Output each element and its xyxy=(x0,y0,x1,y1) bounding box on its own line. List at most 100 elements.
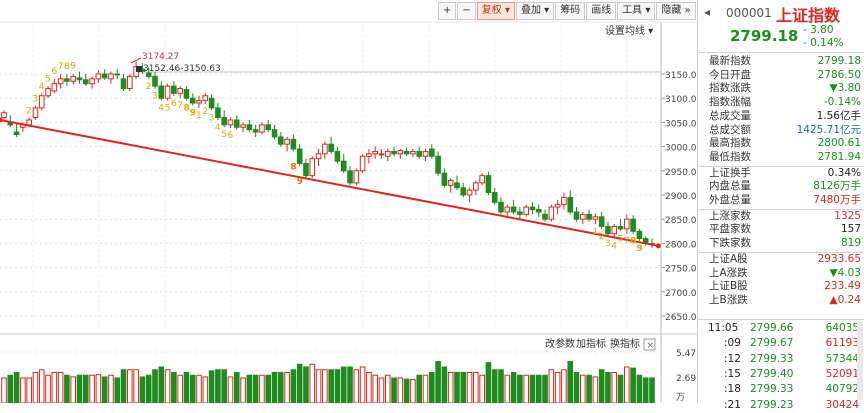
candle-body xyxy=(473,182,479,191)
adjust-price-button[interactable]: 复权 ▾ xyxy=(476,2,515,20)
volume-bar xyxy=(598,369,605,404)
trend-handle[interactable] xyxy=(655,243,661,249)
chips-button[interactable]: 筹码 xyxy=(555,2,586,20)
stat-value: ▼3.80 xyxy=(829,82,861,95)
nine-turn-label: 3 xyxy=(605,239,611,249)
candle-body xyxy=(567,196,574,213)
trend-handle[interactable] xyxy=(0,117,3,123)
tick-price: 2799.66 xyxy=(750,322,794,334)
volume-bar xyxy=(359,366,366,404)
candle-body xyxy=(605,225,611,235)
candle-body xyxy=(542,213,548,220)
stat-value: 2933.65 xyxy=(817,252,861,265)
candle-body xyxy=(485,175,492,194)
volume-bar xyxy=(284,372,290,404)
candle-body xyxy=(554,204,561,208)
stat-value: 1.56亿手 xyxy=(816,109,861,122)
volume-bar xyxy=(542,374,548,404)
tick-price: 2799.67 xyxy=(750,337,794,350)
tick-row: :09 2799.67 61193 xyxy=(698,336,864,351)
price-tick-label: 2850.00 xyxy=(665,216,697,226)
candle-body xyxy=(57,78,64,85)
add-indicator-button[interactable]: 加指标 xyxy=(576,337,606,350)
range-marker xyxy=(136,66,142,72)
volume-bar xyxy=(617,374,624,404)
volume-bar xyxy=(152,369,158,404)
volume-bar xyxy=(196,374,202,404)
tick-scrollbar[interactable] xyxy=(857,322,863,400)
nine-turn-label: 1 xyxy=(592,227,598,237)
stat-row: 指数涨幅 -0.14% xyxy=(698,96,864,110)
volume-bar xyxy=(485,362,492,404)
candle-body xyxy=(309,158,316,177)
ma-setting-link[interactable]: 设置均线 ▾ xyxy=(605,24,653,37)
volume-bar xyxy=(340,366,347,404)
volume-bar xyxy=(366,372,372,404)
candle-body xyxy=(378,153,385,156)
nine-turn-label: 8 xyxy=(630,237,636,247)
stat-row: 指数涨跌 ▼3.80 xyxy=(698,82,864,96)
divider xyxy=(698,165,864,167)
stat-value: 2800.61 xyxy=(817,137,861,150)
tools-button[interactable]: 工具 ▾ xyxy=(617,2,656,20)
tick-time: :15 xyxy=(724,367,741,380)
stat-label: 最低指数 xyxy=(709,150,751,163)
change-params-button[interactable]: 改参数 xyxy=(545,337,575,350)
high-price-label: 3174.27 xyxy=(142,52,179,62)
kline-chart[interactable]: 3150.00 3100.00 3050.00 3000.00 2950.00 2900.… xyxy=(0,0,702,404)
volume-bar xyxy=(296,363,303,404)
tick-row: :18 2799.33 40792 xyxy=(698,382,864,397)
stat-row: 下跌家数 819 xyxy=(698,237,864,251)
stat-label: 上B涨跌 xyxy=(709,293,748,306)
tick-time: 11:05 xyxy=(708,322,739,334)
switch-indicator-button[interactable]: 换指标 xyxy=(610,337,640,350)
nine-turn-label: 7 xyxy=(624,237,630,247)
volume-bar xyxy=(491,369,498,404)
close-volume-panel-button[interactable] xyxy=(643,338,656,351)
candle-body xyxy=(561,196,567,206)
candle-body xyxy=(573,211,580,220)
kline-chart-area[interactable]: 3150.00 3100.00 3050.00 3000.00 2950.00 2900.… xyxy=(0,0,702,404)
tick-price: 2799.40 xyxy=(750,367,794,380)
candle-body xyxy=(171,85,177,94)
nine-turn-label: 7 xyxy=(177,101,183,111)
volume-bar xyxy=(447,372,454,404)
stat-row: 上B涨跌 ▲0.24 xyxy=(698,294,864,308)
tick-row: :12 2799.33 57344 xyxy=(698,352,864,367)
volume-bar xyxy=(567,361,574,404)
volume-bar xyxy=(322,369,328,404)
price-tick-label: 2700.00 xyxy=(665,289,697,299)
volume-bar xyxy=(108,374,114,404)
tick-volume: 30424 xyxy=(825,398,859,411)
volume-bar xyxy=(290,369,297,404)
collapse-left-icon[interactable]: ◂ xyxy=(704,5,711,19)
candle-body xyxy=(347,170,353,184)
nine-turn-label: 2 xyxy=(26,107,32,117)
stat-value: ▲0.24 xyxy=(829,293,861,306)
candle-body xyxy=(114,73,121,76)
overlay-button[interactable]: 叠加 ▾ xyxy=(515,2,555,20)
draw-line-button[interactable]: 画线 xyxy=(586,2,617,20)
volume-bar xyxy=(529,374,536,404)
divider xyxy=(698,251,864,253)
volume-bar xyxy=(13,372,20,404)
candle-body xyxy=(26,119,32,126)
price-tick-label: 2900.00 xyxy=(665,192,697,202)
hide-button[interactable]: 隐藏 » xyxy=(656,2,696,20)
candle-body xyxy=(233,119,240,128)
tick-volume: 40792 xyxy=(825,383,859,396)
candle-body xyxy=(466,189,473,196)
stat-value: 2799.18 xyxy=(817,55,861,67)
volume-bar xyxy=(535,374,542,404)
tick-price: 2799.23 xyxy=(750,398,794,411)
volume-bar xyxy=(510,372,517,404)
zoom-in-button[interactable]: + xyxy=(438,2,457,20)
candle-body xyxy=(611,225,618,235)
candle-body xyxy=(510,206,517,213)
trend-line[interactable] xyxy=(0,118,659,247)
candle-body xyxy=(227,119,234,126)
volume-bar xyxy=(579,374,586,404)
zoom-out-button[interactable]: − xyxy=(457,2,476,20)
candle-body xyxy=(429,148,435,157)
candle-body xyxy=(303,163,309,177)
